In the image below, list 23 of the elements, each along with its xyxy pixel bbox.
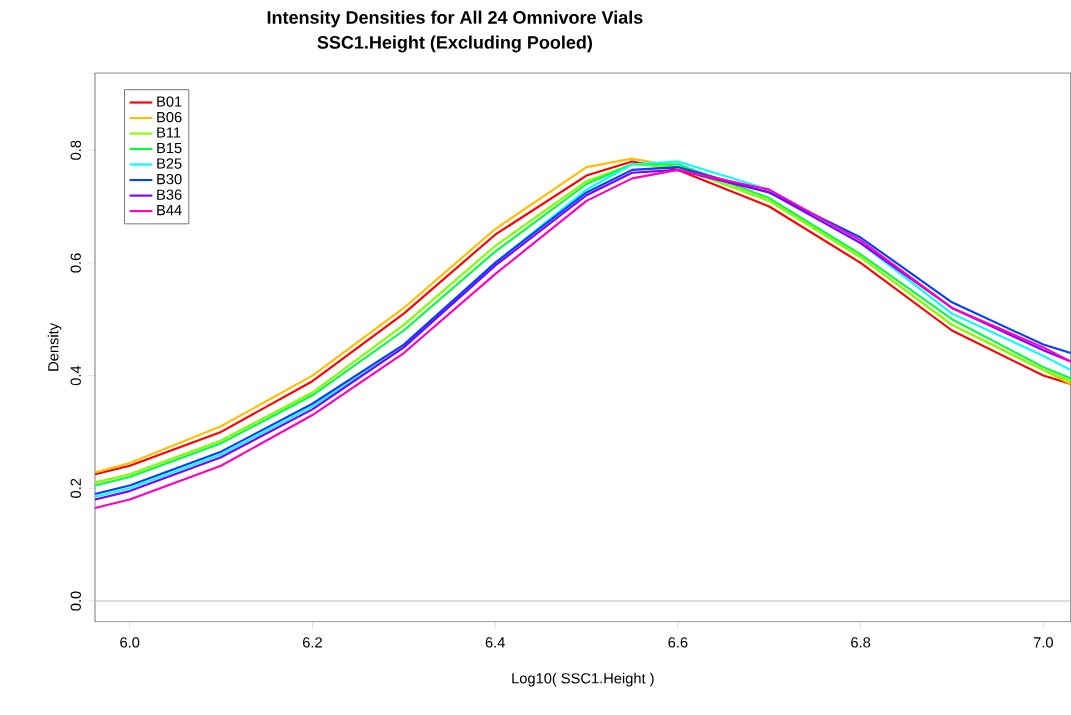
- y-tick-label: 0.8: [70, 140, 81, 160]
- x-tick-label: 6.8: [851, 637, 871, 648]
- y-tick-label: 0.6: [70, 253, 81, 273]
- y-tick-label: 0.4: [70, 365, 81, 386]
- legend-label: B11: [157, 127, 181, 138]
- x-tick-label: 6.2: [302, 637, 322, 648]
- legend-label: B36: [157, 189, 182, 200]
- y-axis-title: Density: [47, 323, 62, 371]
- x-axis-title: Log10( SSC1.Height ): [512, 672, 654, 687]
- y-tick-label: 0.2: [70, 478, 81, 498]
- legend-label: B01: [157, 96, 182, 107]
- legend-label: B25: [157, 158, 182, 169]
- x-tick-label: 6.6: [668, 637, 688, 648]
- x-tick-label: 7.0: [1033, 637, 1053, 648]
- chart-title: Intensity Densities for All 24 Omnivore Vials: [267, 10, 643, 28]
- x-tick-label: 6.0: [120, 637, 140, 648]
- legend-label: B15: [157, 143, 182, 154]
- y-tick-label: 0.0: [70, 591, 81, 611]
- legend-label: B30: [157, 174, 182, 185]
- x-tick-label: 6.4: [485, 637, 505, 648]
- chart-subtitle: SSC1.Height (Excluding Pooled): [317, 35, 592, 53]
- legend-label: B44: [157, 205, 182, 216]
- legend-label: B06: [157, 112, 182, 123]
